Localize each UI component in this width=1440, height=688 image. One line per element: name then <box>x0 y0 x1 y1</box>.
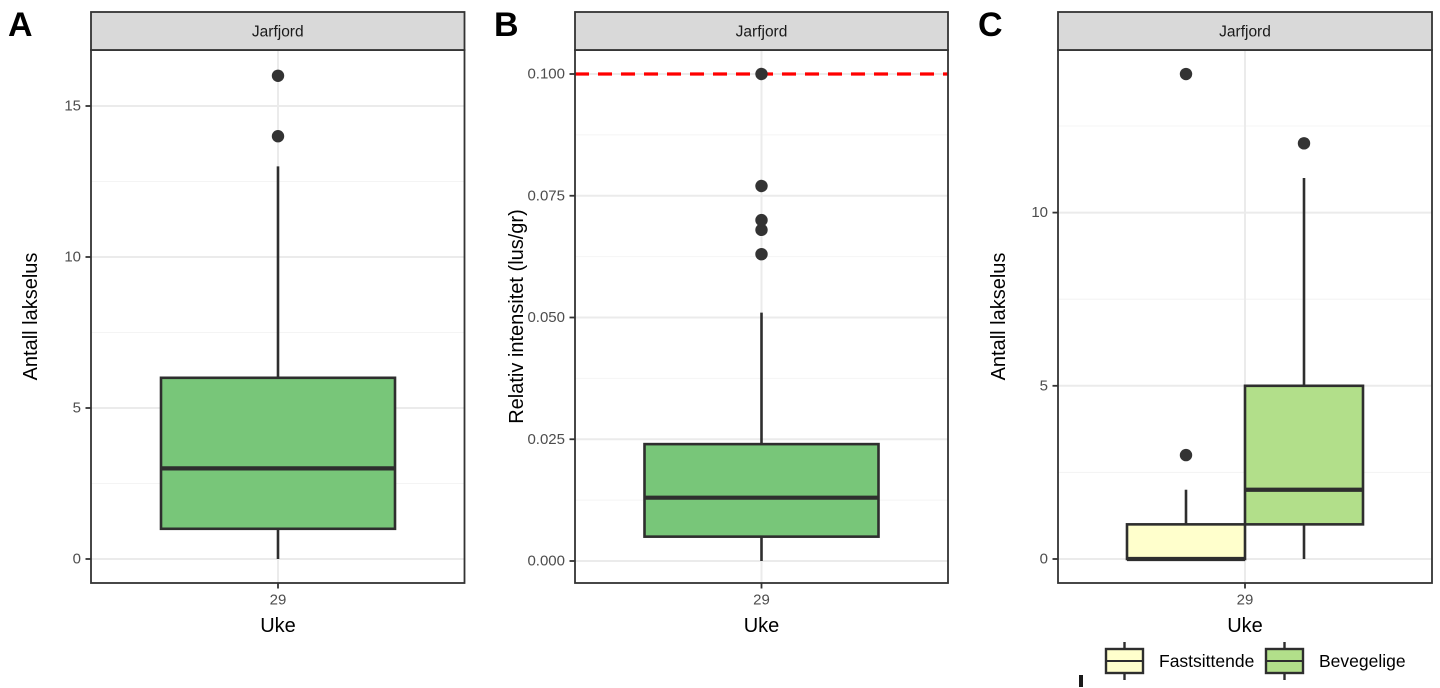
facet-strip-title-A: Jarfjord <box>252 24 304 41</box>
legend-entry-0: Fastsittende <box>1104 642 1254 680</box>
facet-strip-title-B: Jarfjord <box>736 24 788 41</box>
outlier-C-0-1 <box>1179 67 1193 81</box>
outlier-C-1-0 <box>1297 137 1311 150</box>
y-tick-label-A-0: 0 <box>73 551 81 568</box>
legend-entry-1: Bevegelige <box>1264 642 1406 680</box>
y-tick-label-A-1: 5 <box>73 400 81 417</box>
legend-label-0: Fastsittende <box>1159 651 1254 671</box>
outlier-A-0-1 <box>271 69 285 83</box>
x-tick-label-C: 29 <box>1237 592 1254 609</box>
y-axis-title-C: Antall lakselus <box>988 253 1010 381</box>
outlier-B-0-0 <box>755 247 768 261</box>
facet-strip-C <box>1057 11 1433 51</box>
y-tick-label-B-3: 0.075 <box>527 187 565 204</box>
outlier-A-0-0 <box>271 130 285 143</box>
x-tick-label-A: 29 <box>270 592 287 609</box>
y-axis-title-B: Relativ intensitet (lus/gr) <box>506 209 528 424</box>
panel-C: Jarfjord 0 5 10 29 Uke Antall lakselus <box>988 11 1433 637</box>
facet-strip-A <box>90 11 466 51</box>
panel-letter-c: C <box>978 6 1003 44</box>
box-B-0 <box>643 442 880 538</box>
outlier-C-0-0 <box>1179 448 1193 462</box>
facet-strip-B <box>574 11 949 51</box>
x-axis-title-B: Uke <box>744 615 780 637</box>
y-tick-label-A-2: 10 <box>64 249 81 266</box>
panel-B: Jarfjord 0.000 0.025 0.050 0.075 0.100 29 Uke Re… <box>506 11 949 637</box>
y-tick-label-C-2: 10 <box>1031 204 1048 221</box>
y-tick-label-B-1: 0.025 <box>527 431 565 448</box>
box-A-0 <box>159 376 397 531</box>
y-tick-label-A-3: 15 <box>64 98 81 115</box>
y-axis-title-A: Antall lakselus <box>20 253 42 381</box>
box-C-1 <box>1243 384 1365 526</box>
outlier-B-0-4 <box>755 67 768 81</box>
x-axis-title-C: Uke <box>1227 615 1263 637</box>
y-tick-label-C-0: 0 <box>1040 551 1048 568</box>
outlier-B-0-3 <box>755 179 768 193</box>
outlier-B-0-1 <box>755 223 768 237</box>
panel-letter-b: B <box>494 6 519 44</box>
y-tick-label-C-1: 5 <box>1040 377 1048 394</box>
legend-label-1: Bevegelige <box>1319 651 1406 671</box>
x-axis-title-A: Uke <box>260 615 296 637</box>
y-tick-label-B-0: 0.000 <box>527 553 565 570</box>
y-tick-label-B-2: 0.050 <box>527 309 565 326</box>
panel-letter-a: A <box>8 6 33 44</box>
panel-A: Jarfjord 0 5 10 15 29 Uke Antall lakselus <box>20 11 466 637</box>
legend: Fastsittende Bevegelige <box>1079 642 1406 687</box>
outlier-B-0-2 <box>755 213 768 227</box>
x-tick-label-B: 29 <box>753 592 770 609</box>
box-C-0 <box>1125 523 1247 561</box>
y-tick-label-B-4: 0.100 <box>527 66 565 83</box>
facet-strip-title-C: Jarfjord <box>1219 24 1271 41</box>
